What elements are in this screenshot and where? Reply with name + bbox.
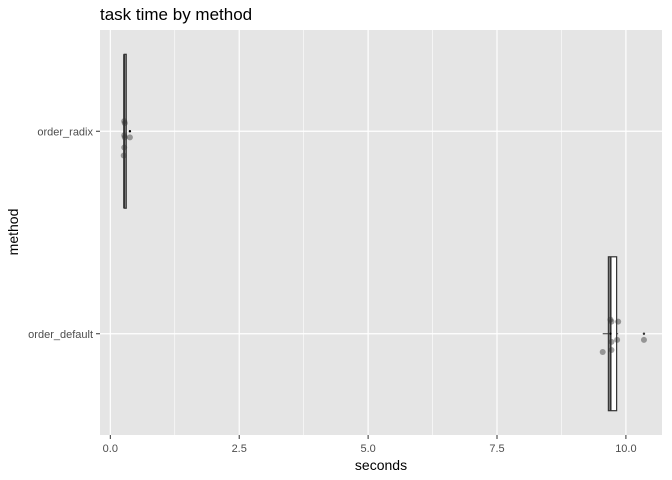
- x-tick-label: 5.0: [360, 443, 375, 455]
- data-point: [608, 318, 615, 325]
- box: [607, 256, 618, 412]
- data-point: [608, 346, 615, 353]
- data-point: [640, 336, 647, 343]
- data-point: [121, 120, 128, 127]
- x-tick-label: 7.5: [489, 443, 504, 455]
- y-axis-title: method: [5, 209, 21, 256]
- points-layer: [120, 118, 647, 355]
- data-point: [120, 152, 127, 159]
- data-point: [615, 318, 622, 325]
- mean-marker: [128, 130, 132, 133]
- grid-lines: [100, 30, 662, 435]
- outlier-point: [642, 332, 646, 335]
- data-point: [607, 316, 614, 323]
- data-point: [126, 134, 133, 141]
- plot-panel: [100, 30, 662, 435]
- data-point: [599, 348, 606, 355]
- x-axis-title: seconds: [355, 457, 407, 473]
- data-point: [121, 118, 128, 125]
- y-axis: order_radix order_default: [28, 126, 100, 341]
- category-label: order_radix: [37, 126, 93, 138]
- data-point: [121, 134, 128, 141]
- category-label: order_default: [28, 329, 93, 341]
- x-tick-label: 0.0: [103, 443, 118, 455]
- chart-title: task time by method: [100, 5, 252, 24]
- data-point: [121, 144, 128, 151]
- x-axis: 0.0 2.5 5.0 7.5 10.0: [103, 435, 637, 455]
- x-tick-label: 2.5: [232, 443, 247, 455]
- x-tick-label: 10.0: [615, 443, 636, 455]
- box-layer: [123, 53, 646, 412]
- data-point: [121, 132, 128, 139]
- data-point: [608, 338, 615, 345]
- mean-marker: [609, 332, 612, 335]
- data-point: [614, 336, 621, 343]
